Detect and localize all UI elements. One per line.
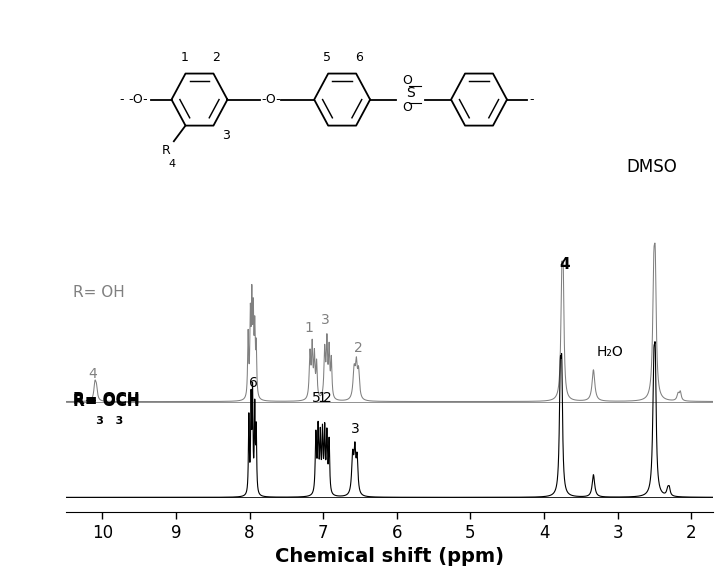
Text: 6: 6: [249, 376, 258, 390]
Text: H₂O: H₂O: [597, 345, 624, 358]
Text: R= OH: R= OH: [73, 285, 124, 300]
Text: 3: 3: [73, 417, 123, 426]
X-axis label: Chemical shift (ppm): Chemical shift (ppm): [275, 547, 504, 567]
Text: 1: 1: [317, 390, 326, 405]
Text: O: O: [403, 75, 413, 87]
Text: -O-: -O-: [261, 93, 280, 106]
Text: 3: 3: [321, 313, 330, 327]
Text: R= OCH: R= OCH: [73, 394, 140, 409]
Text: 2: 2: [213, 51, 221, 64]
Text: 3: 3: [350, 422, 359, 436]
Text: R: R: [162, 145, 171, 158]
Text: -O-: -O-: [129, 93, 149, 106]
Text: -: -: [120, 93, 124, 106]
Text: DMSO: DMSO: [626, 158, 677, 176]
Text: 3: 3: [73, 417, 104, 426]
Text: 3: 3: [222, 129, 230, 142]
Text: 1: 1: [181, 51, 189, 64]
Text: 2: 2: [323, 390, 332, 405]
Text: 1: 1: [304, 320, 313, 335]
Text: 5: 5: [323, 51, 331, 64]
Text: S: S: [406, 86, 415, 100]
Text: O: O: [403, 101, 413, 114]
Text: 6: 6: [355, 51, 363, 64]
Text: 4: 4: [169, 159, 175, 169]
Text: R= OCH: R= OCH: [73, 392, 140, 407]
Text: 4: 4: [88, 366, 97, 381]
Text: 2: 2: [355, 341, 363, 355]
Text: 5: 5: [312, 390, 320, 405]
Text: 4: 4: [559, 257, 570, 272]
Text: -: -: [529, 93, 534, 106]
